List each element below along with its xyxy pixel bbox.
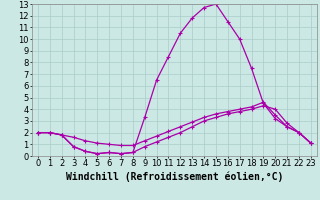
X-axis label: Windchill (Refroidissement éolien,°C): Windchill (Refroidissement éolien,°C) [66,171,283,182]
